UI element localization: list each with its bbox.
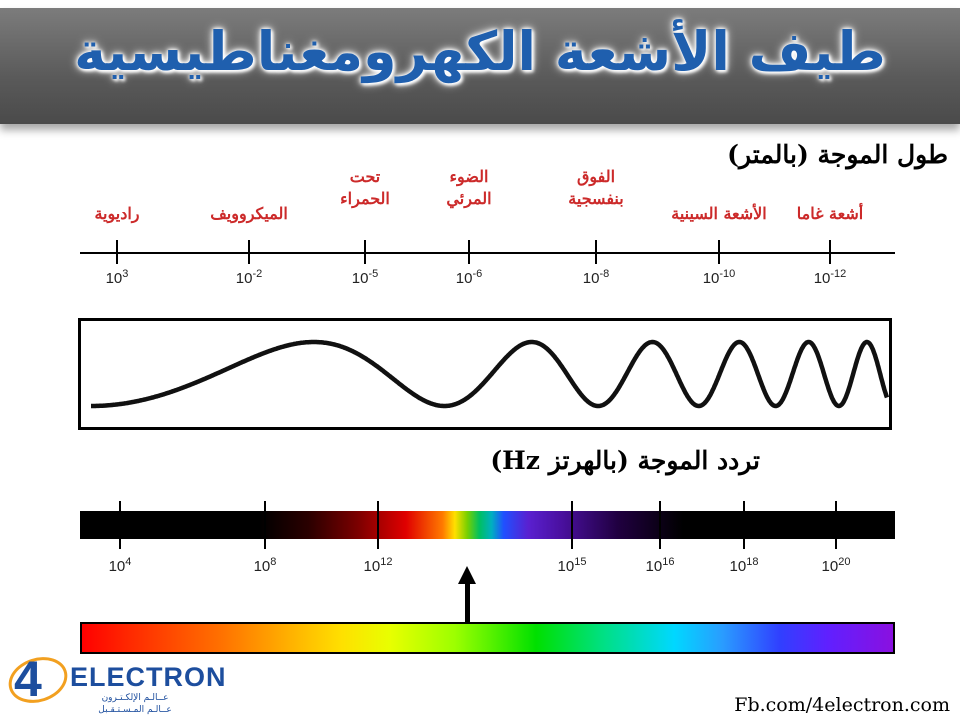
band-label: الضوء المرئي [446, 167, 492, 208]
wavelength-tick-label: 10-6 [456, 268, 482, 287]
band-label: تحت الحمراء [340, 167, 390, 208]
tick-exponent: -5 [368, 268, 379, 280]
tick-base: 10 [813, 270, 831, 287]
wavelength-tick-label: 10-2 [236, 268, 262, 287]
wavelength-axis-line [80, 252, 895, 254]
visible-light-spectrum-bar [80, 622, 895, 654]
frequency-tick-label: 1015 [558, 556, 587, 575]
tick-base: 10 [108, 558, 126, 575]
tick-exponent: -12 [830, 268, 847, 280]
facebook-link[interactable]: Fb.com/4electron.com [734, 694, 950, 716]
wavelength-tick-label: 103 [106, 268, 129, 287]
tick-base: 10 [582, 270, 600, 287]
tick-base: 10 [105, 270, 123, 287]
frequency-tick-label: 1012 [364, 556, 393, 575]
arrow-shaft [465, 582, 470, 622]
tick-exponent: -8 [599, 268, 610, 280]
band-label: الفوق بنفسجية [568, 167, 624, 208]
wavelength-tick-label: 10-8 [583, 268, 609, 287]
tick-exponent: 15 [574, 556, 587, 568]
tick-exponent: -10 [719, 268, 736, 280]
logo-tagline: عــالـم الإلكـتـرون عــالـم المـسـتـقـبل [70, 692, 200, 716]
tick-exponent: -2 [252, 268, 263, 280]
frequency-tick-label: 104 [109, 556, 132, 575]
tick-base: 10 [253, 558, 271, 575]
tick-base: 10 [351, 270, 369, 287]
frequency-tick-label: 1016 [646, 556, 675, 575]
wavelength-tick [248, 240, 250, 264]
band-label: راديوية [94, 204, 140, 223]
frequency-tick [659, 501, 661, 549]
frequency-tick [571, 501, 573, 549]
frequency-tick-label: 108 [254, 556, 277, 575]
frequency-tick [119, 501, 121, 549]
tick-base: 10 [455, 270, 473, 287]
tick-exponent: 3 [122, 268, 129, 280]
wavelength-tick [829, 240, 831, 264]
wave-drawing [91, 339, 889, 409]
logo-name: ELECTRON [70, 662, 227, 692]
tick-exponent: 8 [270, 556, 277, 568]
wavelength-tick [116, 240, 118, 264]
frequency-tick [377, 501, 379, 549]
tick-base: 10 [363, 558, 381, 575]
wavelength-tick-label: 10-12 [814, 268, 847, 287]
wavelength-tick [595, 240, 597, 264]
frequency-tick [264, 501, 266, 549]
arrow-up-icon [458, 566, 476, 584]
wavelength-tick [364, 240, 366, 264]
frequency-tick [743, 501, 745, 549]
logo-tagline-1: عــالـم الإلكـتـرون [101, 693, 169, 703]
band-label: الأشعة السينية [671, 204, 767, 223]
wave-panel [78, 318, 892, 430]
tick-base: 10 [729, 558, 747, 575]
logo-number: 4 [14, 651, 42, 707]
tick-base: 10 [821, 558, 839, 575]
title-banner: طيف الأشعة الكهرومغناطيسية [0, 8, 960, 124]
brand-logo: 4 ELECTRON عــالـم الإلكـتـرون عــالـم ا… [2, 648, 226, 720]
tick-exponent: 18 [746, 556, 759, 568]
band-label: أشعة غاما [796, 204, 864, 223]
frequency-tick [835, 501, 837, 549]
tick-base: 10 [645, 558, 663, 575]
tick-base: 10 [702, 270, 720, 287]
tick-base: 10 [235, 270, 253, 287]
frequency-spectrum-bar [80, 511, 895, 539]
tick-exponent: 12 [380, 556, 393, 568]
wavelength-tick-label: 10-10 [703, 268, 736, 287]
frequency-axis-title: تردد الموجة (بالهرتز Hz) [490, 446, 760, 475]
tick-exponent: 16 [662, 556, 675, 568]
frequency-tick-label: 1020 [822, 556, 851, 575]
tick-exponent: 20 [838, 556, 851, 568]
tick-exponent: 4 [125, 556, 132, 568]
wavelength-tick [468, 240, 470, 264]
wavelength-axis-title: طول الموجة (بالمتر) [727, 140, 948, 169]
wave-line [91, 339, 889, 409]
wavelength-tick-label: 10-5 [352, 268, 378, 287]
wavelength-tick [718, 240, 720, 264]
frequency-tick-label: 1018 [730, 556, 759, 575]
band-label: الميكروويف [210, 204, 288, 223]
logo-tagline-2: عــالـم المـسـتـقـبل [98, 705, 172, 715]
page-title: طيف الأشعة الكهرومغناطيسية [74, 20, 886, 83]
tick-exponent: -6 [472, 268, 483, 280]
tick-base: 10 [557, 558, 575, 575]
